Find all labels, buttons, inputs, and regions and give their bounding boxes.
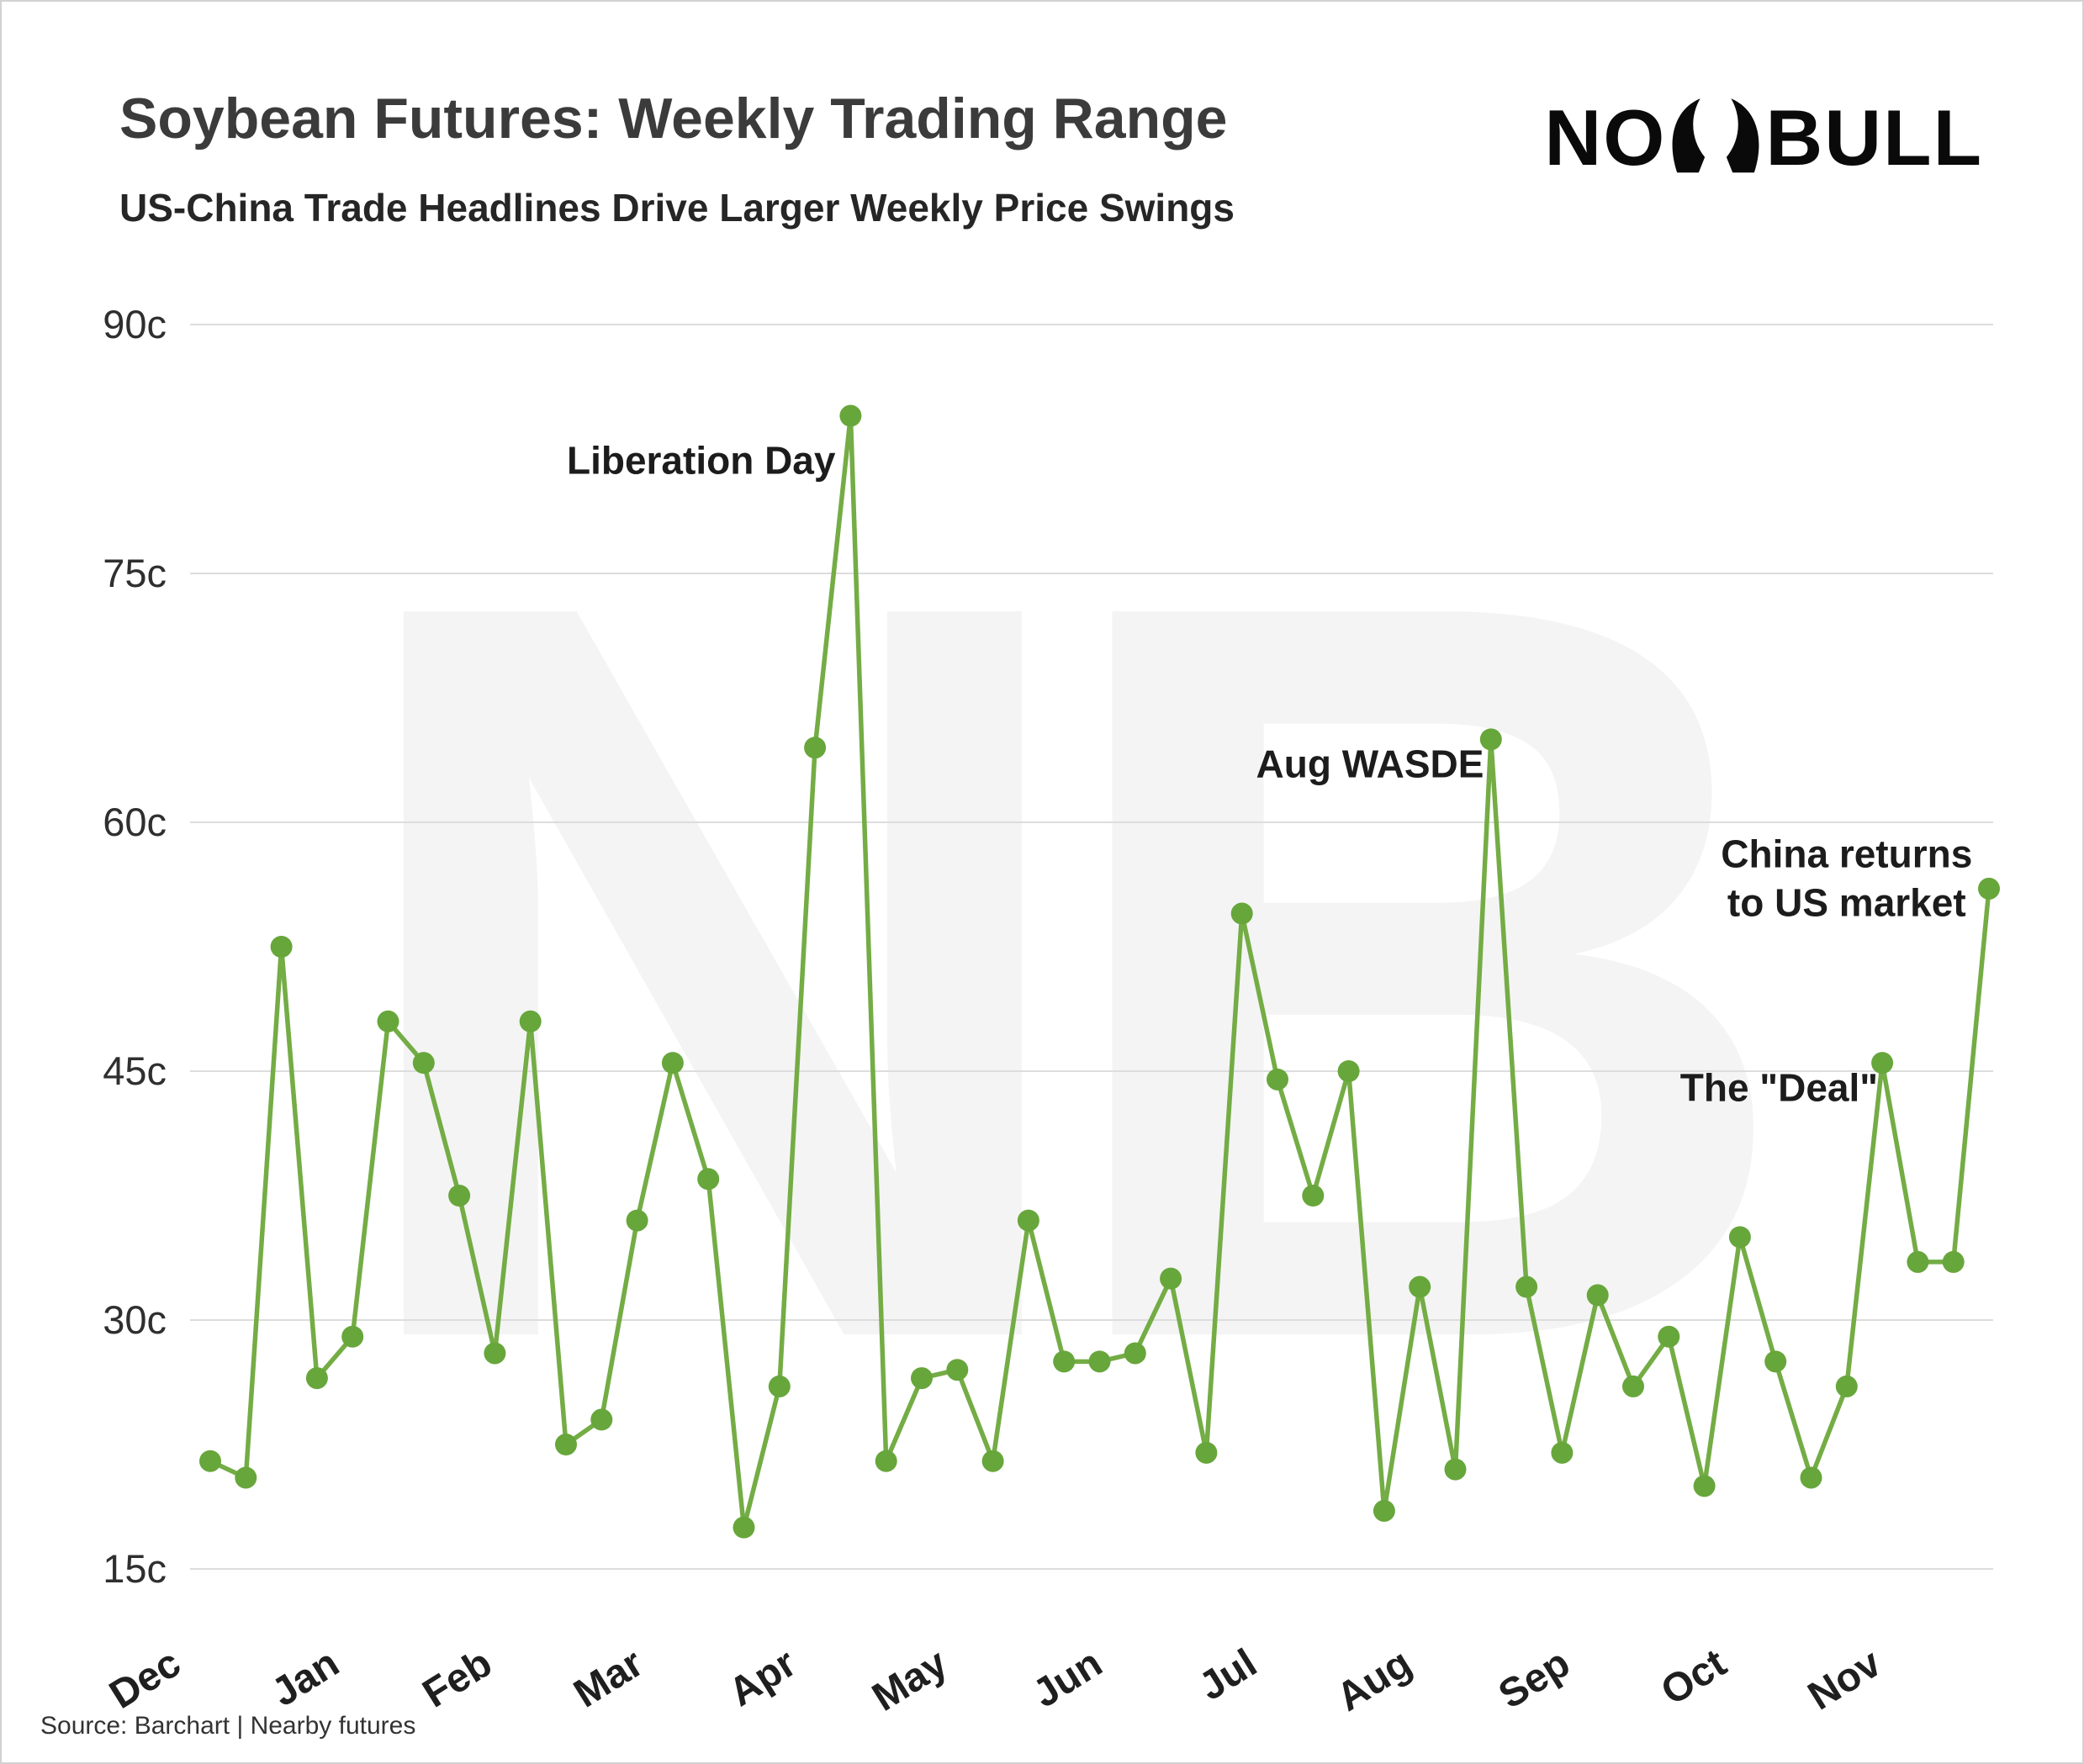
x-axis-month-label: Apr bbox=[722, 1640, 804, 1715]
data-point bbox=[911, 1367, 933, 1390]
data-point bbox=[590, 1408, 613, 1431]
data-point bbox=[555, 1434, 577, 1455]
y-axis-tick-label: 75c bbox=[103, 551, 167, 595]
x-axis-month-label: May bbox=[865, 1640, 955, 1720]
data-point bbox=[1978, 877, 2000, 900]
x-axis-month-label: Sep bbox=[1491, 1640, 1578, 1718]
data-point bbox=[1622, 1375, 1644, 1397]
data-point bbox=[1267, 1068, 1288, 1091]
data-point bbox=[412, 1052, 435, 1075]
x-axis-month-label: Feb bbox=[415, 1640, 500, 1716]
x-axis-month-label: Mar bbox=[567, 1640, 651, 1716]
x-axis-month-label: Dec bbox=[102, 1640, 188, 1718]
data-point bbox=[1409, 1275, 1431, 1298]
data-point bbox=[981, 1450, 1004, 1472]
data-point bbox=[1728, 1226, 1751, 1249]
data-point bbox=[1230, 902, 1253, 925]
y-axis-tick-label: 45c bbox=[103, 1048, 167, 1093]
data-point bbox=[626, 1209, 648, 1232]
data-point bbox=[1479, 728, 1502, 751]
bull-horns-icon bbox=[1672, 98, 1759, 173]
data-point bbox=[1907, 1250, 1929, 1273]
y-axis-tick-label: 60c bbox=[103, 800, 167, 844]
x-axis-month-label: Jan bbox=[264, 1640, 346, 1715]
data-point bbox=[1088, 1350, 1111, 1373]
x-axis-month-label: Jun bbox=[1025, 1640, 1109, 1716]
x-axis-month-label: Nov bbox=[1801, 1640, 1889, 1719]
source-note: Source: Barchart | Nearby futures bbox=[40, 1712, 416, 1740]
data-point bbox=[1444, 1458, 1467, 1481]
data-point bbox=[1835, 1375, 1858, 1397]
data-point bbox=[1337, 1060, 1360, 1082]
data-point bbox=[1942, 1250, 1965, 1273]
data-point bbox=[1515, 1275, 1538, 1298]
data-point bbox=[1551, 1441, 1574, 1464]
data-point bbox=[305, 1367, 328, 1390]
y-axis-tick-label: 30c bbox=[103, 1297, 167, 1342]
data-point bbox=[839, 404, 862, 427]
chart-subtitle: US-China Trade Headlines Drive Larger We… bbox=[119, 186, 1235, 230]
data-point bbox=[377, 1010, 399, 1033]
data-point bbox=[1302, 1185, 1325, 1207]
chart-title: Soybean Futures: Weekly Trading Range bbox=[119, 87, 1228, 151]
y-axis-tick-label: 15c bbox=[103, 1546, 167, 1591]
data-point bbox=[235, 1466, 257, 1489]
data-point bbox=[697, 1168, 720, 1191]
data-point bbox=[1871, 1052, 1894, 1075]
data-point bbox=[1124, 1342, 1146, 1365]
data-point bbox=[661, 1052, 684, 1075]
data-point bbox=[1693, 1475, 1716, 1497]
nobull-logo: NO BULL bbox=[1544, 92, 1983, 183]
annotation: to US market bbox=[1727, 880, 1966, 924]
data-point bbox=[1195, 1441, 1218, 1464]
data-point bbox=[1053, 1350, 1076, 1373]
data-point bbox=[484, 1342, 506, 1365]
x-axis-month-label: Oct bbox=[1653, 1640, 1734, 1714]
annotation: Aug WASDE bbox=[1256, 742, 1484, 786]
data-point bbox=[1658, 1325, 1680, 1348]
data-point bbox=[519, 1010, 542, 1033]
x-axis-month-label: Aug bbox=[1329, 1640, 1419, 1719]
logo-text-no: NO bbox=[1544, 93, 1667, 182]
data-point bbox=[875, 1450, 897, 1472]
data-point bbox=[1800, 1466, 1822, 1489]
data-point bbox=[733, 1516, 755, 1539]
logo-text-bull: BULL bbox=[1765, 93, 1983, 182]
annotation: Liberation Day bbox=[567, 439, 836, 483]
data-point bbox=[804, 737, 827, 759]
data-point bbox=[341, 1325, 364, 1348]
data-point bbox=[946, 1359, 969, 1381]
data-point bbox=[1586, 1284, 1609, 1307]
data-point bbox=[1373, 1499, 1395, 1522]
data-point bbox=[270, 936, 293, 958]
data-point bbox=[1160, 1267, 1182, 1290]
data-point bbox=[768, 1375, 791, 1397]
x-axis-month-label: Jul bbox=[1192, 1640, 1265, 1709]
annotation: The "Deal" bbox=[1680, 1066, 1878, 1110]
data-point bbox=[199, 1450, 221, 1472]
data-point bbox=[1764, 1350, 1787, 1373]
y-axis-tick-label: 90c bbox=[103, 302, 167, 346]
data-point bbox=[1017, 1209, 1039, 1232]
data-point bbox=[448, 1185, 471, 1207]
annotation: China returns bbox=[1721, 832, 1972, 875]
